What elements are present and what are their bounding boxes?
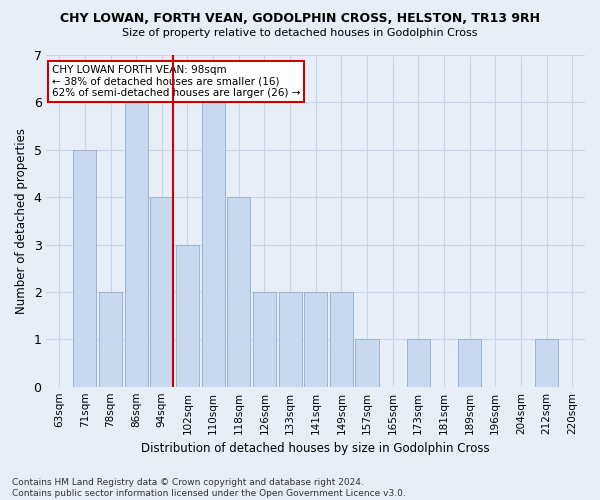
- Bar: [355, 340, 379, 386]
- Bar: [176, 244, 199, 386]
- Bar: [73, 150, 97, 386]
- Bar: [202, 102, 224, 387]
- Bar: [407, 340, 430, 386]
- Bar: [535, 340, 558, 386]
- Bar: [99, 292, 122, 386]
- Bar: [304, 292, 327, 386]
- Bar: [125, 102, 148, 387]
- Bar: [458, 340, 481, 386]
- Bar: [150, 197, 173, 386]
- Bar: [330, 292, 353, 386]
- Y-axis label: Number of detached properties: Number of detached properties: [15, 128, 28, 314]
- X-axis label: Distribution of detached houses by size in Godolphin Cross: Distribution of detached houses by size …: [142, 442, 490, 455]
- Text: Size of property relative to detached houses in Godolphin Cross: Size of property relative to detached ho…: [122, 28, 478, 38]
- Text: Contains HM Land Registry data © Crown copyright and database right 2024.
Contai: Contains HM Land Registry data © Crown c…: [12, 478, 406, 498]
- Text: CHY LOWAN FORTH VEAN: 98sqm
← 38% of detached houses are smaller (16)
62% of sem: CHY LOWAN FORTH VEAN: 98sqm ← 38% of det…: [52, 65, 301, 98]
- Bar: [227, 197, 250, 386]
- Text: CHY LOWAN, FORTH VEAN, GODOLPHIN CROSS, HELSTON, TR13 9RH: CHY LOWAN, FORTH VEAN, GODOLPHIN CROSS, …: [60, 12, 540, 26]
- Bar: [253, 292, 276, 386]
- Bar: [278, 292, 302, 386]
